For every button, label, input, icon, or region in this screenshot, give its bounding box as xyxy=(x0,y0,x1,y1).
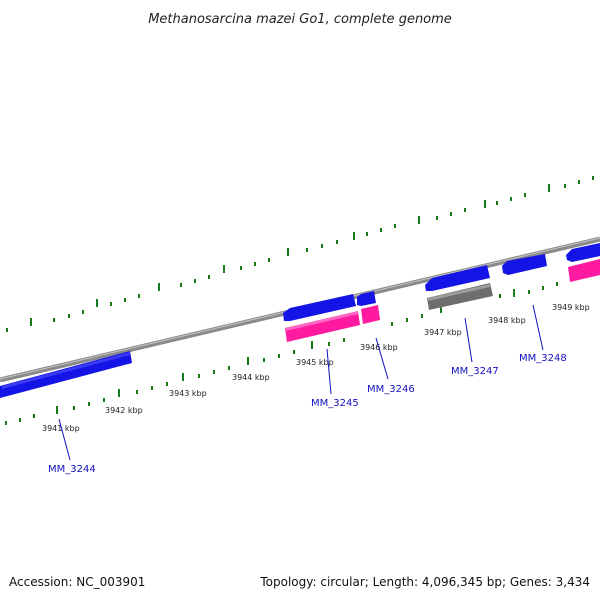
gene-feature[interactable] xyxy=(425,265,490,291)
pseudogene-highlight xyxy=(428,284,490,301)
gene-label[interactable]: MM_3247 xyxy=(451,366,499,377)
rna-gene-highlight xyxy=(286,311,358,331)
rna-gene-feature[interactable] xyxy=(361,305,380,324)
gene-label-leader xyxy=(532,304,544,351)
tick-label: 3944 kbp xyxy=(232,373,270,382)
lower-tick-track xyxy=(5,282,558,425)
gene-label[interactable]: MM_3248 xyxy=(519,353,567,364)
genome-title: Methanosarcina mazei Go1, complete genom… xyxy=(148,12,452,27)
gene-feature[interactable] xyxy=(502,254,547,275)
rna-gene-feature[interactable] xyxy=(285,311,360,342)
gene-label[interactable]: MM_3244 xyxy=(48,464,96,475)
tick-label: 3949 kbp xyxy=(552,303,590,312)
accession-text: Accession: NC_003901 xyxy=(9,575,145,589)
gene-feature[interactable] xyxy=(566,243,600,262)
tick-label: 3948 kbp xyxy=(488,316,526,325)
gene-feature[interactable] xyxy=(283,294,356,321)
tick-label: 3942 kbp xyxy=(105,406,143,415)
tick-label: 3943 kbp xyxy=(169,389,207,398)
gene-label-leader xyxy=(58,418,71,461)
tick-label: 3941 kbp xyxy=(42,424,80,433)
genome-summary-text: Topology: circular; Length: 4,096,345 bp… xyxy=(259,575,590,589)
gene-label-leader xyxy=(464,317,473,363)
tick-label: 3945 kbp xyxy=(296,358,334,367)
gene-label[interactable]: MM_3246 xyxy=(367,384,415,395)
gene-feature[interactable] xyxy=(357,291,376,306)
tick-label: 3947 kbp xyxy=(424,328,462,337)
gene-label-leader xyxy=(375,337,389,380)
gene-feature[interactable] xyxy=(2,352,130,389)
gene-label-leader xyxy=(326,348,332,395)
rna-gene-feature[interactable] xyxy=(568,259,600,282)
upper-tick-track xyxy=(6,176,594,332)
gene-label[interactable]: MM_3245 xyxy=(311,398,359,409)
